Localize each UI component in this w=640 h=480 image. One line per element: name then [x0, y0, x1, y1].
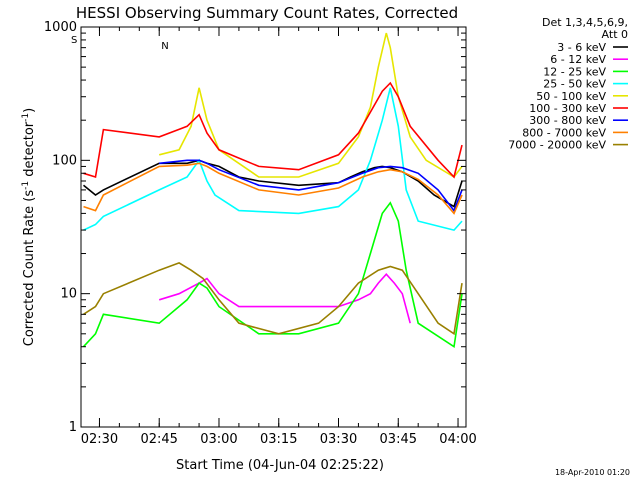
x-tick-label: 03:15: [260, 432, 297, 447]
x-tick-label: 04:00: [439, 432, 476, 447]
legend-label-4: 25 - 50 keV: [543, 78, 606, 91]
series-line-5: [159, 32, 463, 179]
y-tick-label: 1: [69, 420, 77, 435]
chart-title: HESSI Observing Summary Count Rates, Cor…: [76, 4, 458, 22]
x-tick-label: 02:30: [81, 432, 118, 447]
legend-label-7: 300 - 800 keV: [529, 114, 606, 127]
legend-header-line1: Det 1,3,4,5,6,9,: [542, 16, 628, 29]
plot-frame: [80, 26, 467, 428]
x-tick-label: 02:45: [140, 432, 177, 447]
series-line-8: [83, 162, 463, 215]
x-tick-label: 03:45: [380, 432, 417, 447]
y-tick-label: 10: [60, 287, 77, 302]
legend-label-3: 12 - 25 keV: [543, 65, 606, 78]
flag-marker-n: N: [161, 41, 168, 52]
legend-label-5: 50 - 100 keV: [536, 90, 606, 103]
legend-label-1: 3 - 6 keV: [557, 41, 606, 54]
legend-label-8: 800 - 7000 keV: [522, 126, 606, 139]
legend-label-9: 7000 - 20000 keV: [508, 139, 606, 152]
y-axis-label: Corrected Count Rate (s-1 detector-1): [21, 108, 37, 346]
x-axis-label: Start Time (04-Jun-04 02:25:22): [176, 458, 384, 473]
y-tick-label: 1000: [44, 20, 77, 35]
series-line-3: [82, 201, 463, 349]
series-line-2: [158, 273, 411, 324]
series-line-9: [83, 262, 463, 336]
flag-marker-s: S: [71, 35, 77, 46]
axis-layer: 1 10 100 1000 02:30 02:45 03:00 03:15 03:30 03:45…: [44, 20, 477, 447]
plot-layer: [82, 32, 463, 349]
legend-header-line2: Att 0: [602, 28, 628, 41]
legend-label-2: 6 - 12 keV: [550, 53, 606, 66]
footer-timestamp: 18-Apr-2010 01:20: [555, 468, 630, 477]
y-tick-label: 100: [52, 153, 77, 168]
series-line-6: [83, 81, 463, 179]
x-tick-label: 03:30: [320, 432, 357, 447]
x-tick-label: 03:00: [200, 432, 237, 447]
series-line-7: [159, 159, 463, 213]
legend-label-6: 100 - 300 keV: [529, 102, 606, 115]
series-line-4: [83, 87, 463, 231]
